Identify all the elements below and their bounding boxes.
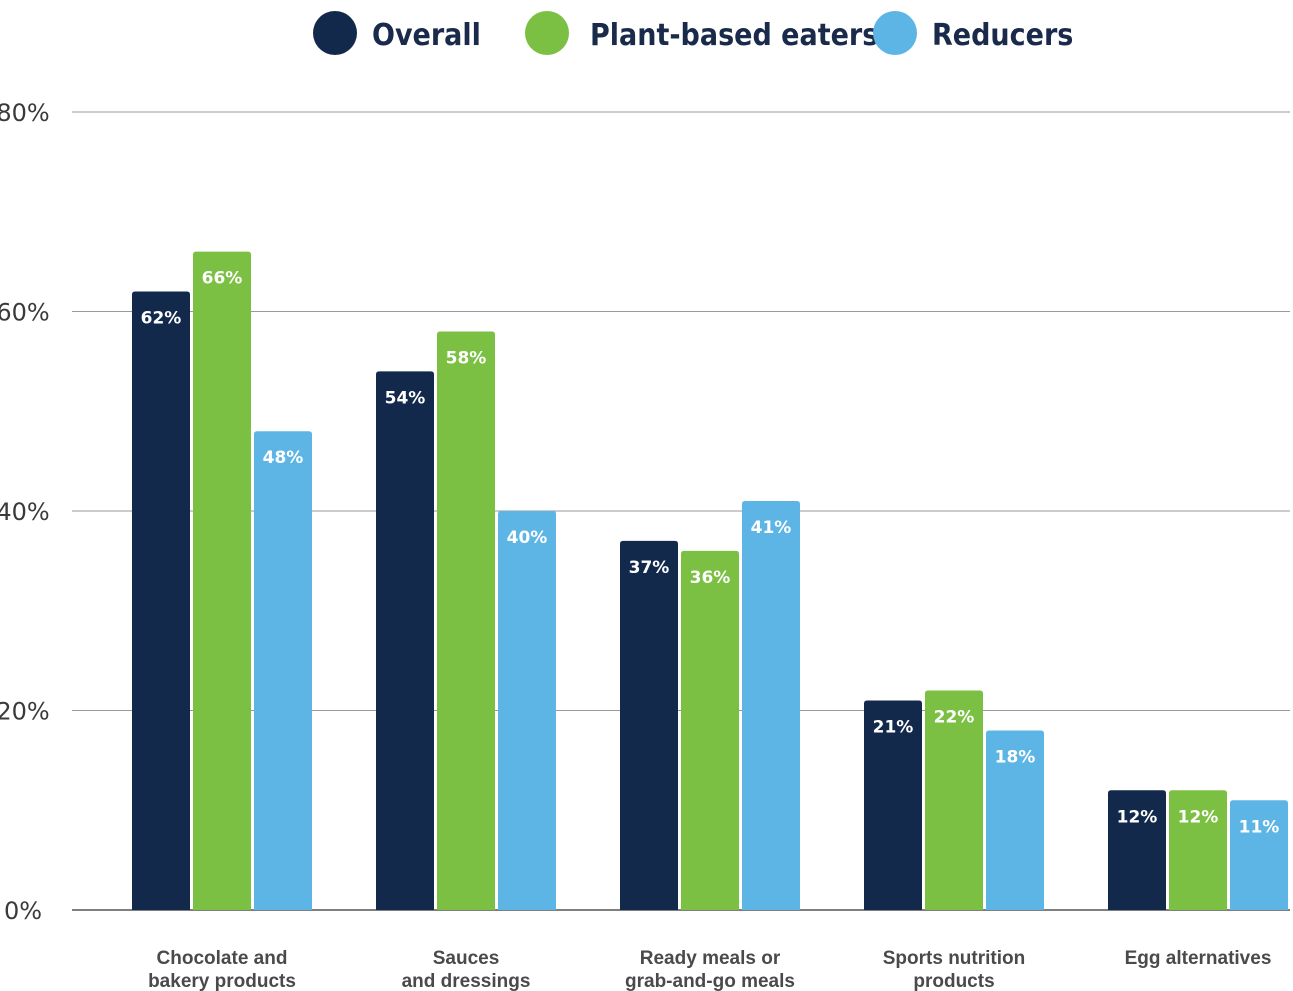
bar-value-label-2-1: 54% (385, 388, 426, 408)
bar-value-label-5-2: 12% (1178, 807, 1219, 827)
category-label-2-line-2: and dressings (402, 971, 531, 991)
category-label-5-line-1: Egg alternatives (1125, 948, 1272, 969)
bar-3-3 (742, 501, 800, 910)
bar-4-2 (925, 690, 983, 910)
y-tick-label-3: 60% (0, 299, 50, 327)
bar-value-label-2-3: 40% (507, 528, 548, 548)
bar-3-2 (681, 550, 739, 910)
bar-2-1 (376, 371, 434, 911)
bar-4-1 (864, 700, 922, 910)
bar-3-1 (620, 540, 678, 910)
bar-5-3 (1230, 800, 1288, 910)
legend-swatch-1 (313, 11, 357, 55)
bar-4-3 (986, 730, 1044, 910)
y-tick-label-2: 40% (0, 498, 50, 526)
bar-value-label-4-3: 18% (995, 747, 1036, 767)
bar-value-label-4-1: 21% (873, 718, 914, 738)
category-label-2-line-1: Sauces (433, 948, 500, 969)
legend-label-2: Plant-based eaters (590, 18, 878, 53)
bars: 62% 66% 48% 54% 58% 40% 37% 36% 41% 21% 22% 18% 12% 1… (132, 251, 1288, 911)
legend: Overall Plant-based eaters Reducers (313, 11, 1073, 55)
bar-1-1 (132, 291, 190, 910)
category-label-3-line-1: Ready meals or (640, 948, 781, 969)
bar-value-label-1-1: 62% (141, 309, 182, 329)
legend-swatch-2 (525, 11, 569, 55)
y-axis: 0% 20% 40% 60% 80% (0, 99, 50, 925)
category-label-4-line-2: products (913, 971, 994, 991)
category-label-3-line-2: grab-and-go meals (625, 971, 795, 991)
bar-5-2 (1169, 790, 1227, 910)
bar-value-label-3-3: 41% (751, 518, 792, 538)
category-label-1-line-2: bakery products (148, 971, 296, 991)
category-label-4-line-1: Sports nutrition (883, 948, 1025, 969)
bar-5-1 (1108, 790, 1166, 910)
legend-swatch-3 (873, 11, 917, 55)
bar-value-label-3-1: 37% (629, 558, 670, 578)
bar-value-label-1-3: 48% (263, 448, 304, 468)
bar-1-3 (254, 431, 312, 910)
bar-value-label-1-2: 66% (202, 269, 243, 289)
bar-value-label-5-1: 12% (1117, 807, 1158, 827)
legend-label-1: Overall (372, 18, 481, 53)
bar-value-label-4-2: 22% (934, 708, 975, 728)
y-tick-label-1: 20% (0, 698, 50, 726)
category-label-1-line-1: Chocolate and (157, 948, 288, 969)
legend-label-3: Reducers (932, 18, 1073, 53)
bar-1-2 (193, 251, 251, 910)
y-tick-label-4: 80% (0, 99, 50, 127)
bar-value-label-5-3: 11% (1239, 817, 1280, 837)
bar-value-label-2-2: 58% (446, 348, 487, 368)
y-tick-label-0: 0% (4, 897, 42, 925)
bar-value-label-3-2: 36% (690, 568, 731, 588)
bar-2-2 (437, 331, 495, 910)
bar-2-3 (498, 511, 556, 910)
